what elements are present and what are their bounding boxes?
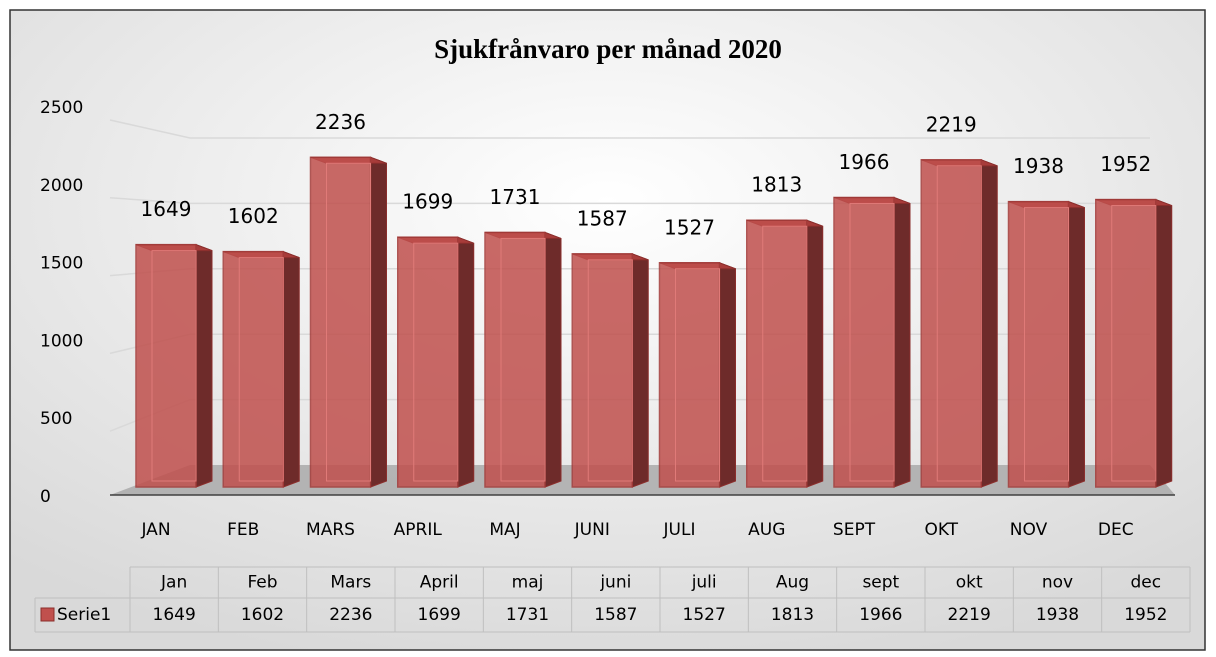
x-tick-label: APRIL	[394, 520, 443, 540]
bar	[484, 231, 546, 488]
bar-side	[195, 243, 213, 488]
bar-inner	[675, 268, 720, 482]
bar	[746, 219, 808, 488]
bar-inner	[587, 259, 633, 482]
bar	[309, 156, 372, 488]
table-value: 2219	[948, 605, 991, 625]
y-tick-label: 1500	[40, 254, 83, 274]
x-tick-label: MARS	[306, 520, 355, 540]
y-tick-label: 2500	[40, 98, 83, 118]
bar-side	[544, 231, 562, 488]
x-tick-label: JUNI	[574, 520, 610, 540]
table-header: Jan	[160, 573, 187, 593]
data-label: 1966	[839, 150, 890, 174]
bar-inner	[936, 165, 982, 482]
bar	[920, 159, 982, 488]
bar-inner	[849, 202, 895, 482]
table-header: okt	[956, 573, 983, 593]
bar-side	[1155, 198, 1173, 488]
x-tick-label: MAJ	[489, 520, 520, 540]
data-label: 1649	[141, 197, 192, 221]
table-value: 1649	[153, 605, 196, 625]
bar-side	[980, 159, 998, 488]
bar-side	[457, 236, 475, 488]
table-header: nov	[1042, 573, 1073, 593]
table-value: 1938	[1036, 605, 1079, 625]
table-header: Mars	[330, 573, 371, 593]
table-value: 1587	[594, 605, 637, 625]
bar-inner	[762, 225, 808, 482]
bar	[1007, 200, 1070, 488]
bar-side	[1068, 200, 1085, 488]
table-value: 1699	[418, 605, 461, 625]
table-value: 1813	[771, 605, 814, 625]
bar	[1095, 198, 1157, 488]
bar	[658, 262, 721, 488]
table-value: 1731	[506, 605, 549, 625]
bar-inner	[1111, 205, 1157, 482]
table-header: Feb	[247, 573, 277, 593]
bar-side	[282, 250, 300, 488]
bar-inner	[326, 162, 371, 482]
y-tick-label: 500	[40, 409, 72, 429]
bar	[397, 236, 459, 488]
x-tick-label: SEPT	[833, 520, 876, 540]
bar	[135, 243, 197, 488]
chart-title: Sjukfrånvaro per månad 2020	[434, 34, 782, 64]
data-label: 1813	[751, 173, 802, 197]
bar-inner	[500, 237, 546, 482]
grid-line	[109, 119, 1150, 139]
x-tick-label: JULI	[663, 520, 696, 540]
table-header: juni	[599, 573, 631, 593]
bar-inner	[413, 242, 459, 482]
table-header: dec	[1131, 573, 1162, 593]
table-header: April	[420, 573, 459, 593]
data-label: 1602	[228, 204, 279, 228]
table-value: 1527	[683, 605, 726, 625]
data-label: 2219	[926, 112, 977, 136]
table-header: maj	[512, 573, 544, 593]
bar-inner	[151, 250, 197, 482]
y-tick-label: 2000	[40, 176, 83, 196]
x-tick-label: OKT	[924, 520, 958, 540]
table-header: Aug	[776, 573, 809, 593]
table-value: 1966	[859, 605, 902, 625]
grid-line	[109, 197, 1150, 205]
bar-side	[370, 156, 387, 488]
bar-side	[719, 262, 736, 488]
data-label: 1731	[490, 185, 541, 209]
x-tick-label: NOV	[1010, 520, 1048, 540]
bar-inner	[1024, 207, 1069, 482]
bar-side	[893, 196, 911, 488]
bar-side	[806, 219, 824, 488]
x-tick-label: DEC	[1098, 520, 1134, 540]
x-tick-label: FEB	[227, 520, 259, 540]
table-header: sept	[862, 573, 899, 593]
legend-key	[40, 607, 55, 622]
x-tick-label: JAN	[140, 520, 170, 540]
table-header: juli	[691, 573, 717, 593]
bar	[833, 196, 895, 488]
bar	[222, 250, 284, 488]
y-tick-label: 1000	[40, 331, 83, 351]
bar	[571, 253, 633, 488]
bar-side	[631, 253, 649, 488]
data-label: 1527	[664, 215, 715, 239]
data-label: 2236	[315, 110, 366, 134]
legend-label: Serie1	[57, 605, 111, 625]
data-label: 1587	[577, 206, 628, 230]
bar-inner	[238, 257, 284, 482]
data-label: 1699	[402, 190, 453, 214]
data-label: 1952	[1100, 152, 1151, 176]
table-value: 1602	[241, 605, 284, 625]
data-label: 1938	[1013, 154, 1064, 178]
table-value: 1952	[1124, 605, 1167, 625]
y-tick-label: 0	[40, 487, 51, 507]
x-tick-label: AUG	[748, 520, 785, 540]
table-value: 2236	[329, 605, 372, 625]
